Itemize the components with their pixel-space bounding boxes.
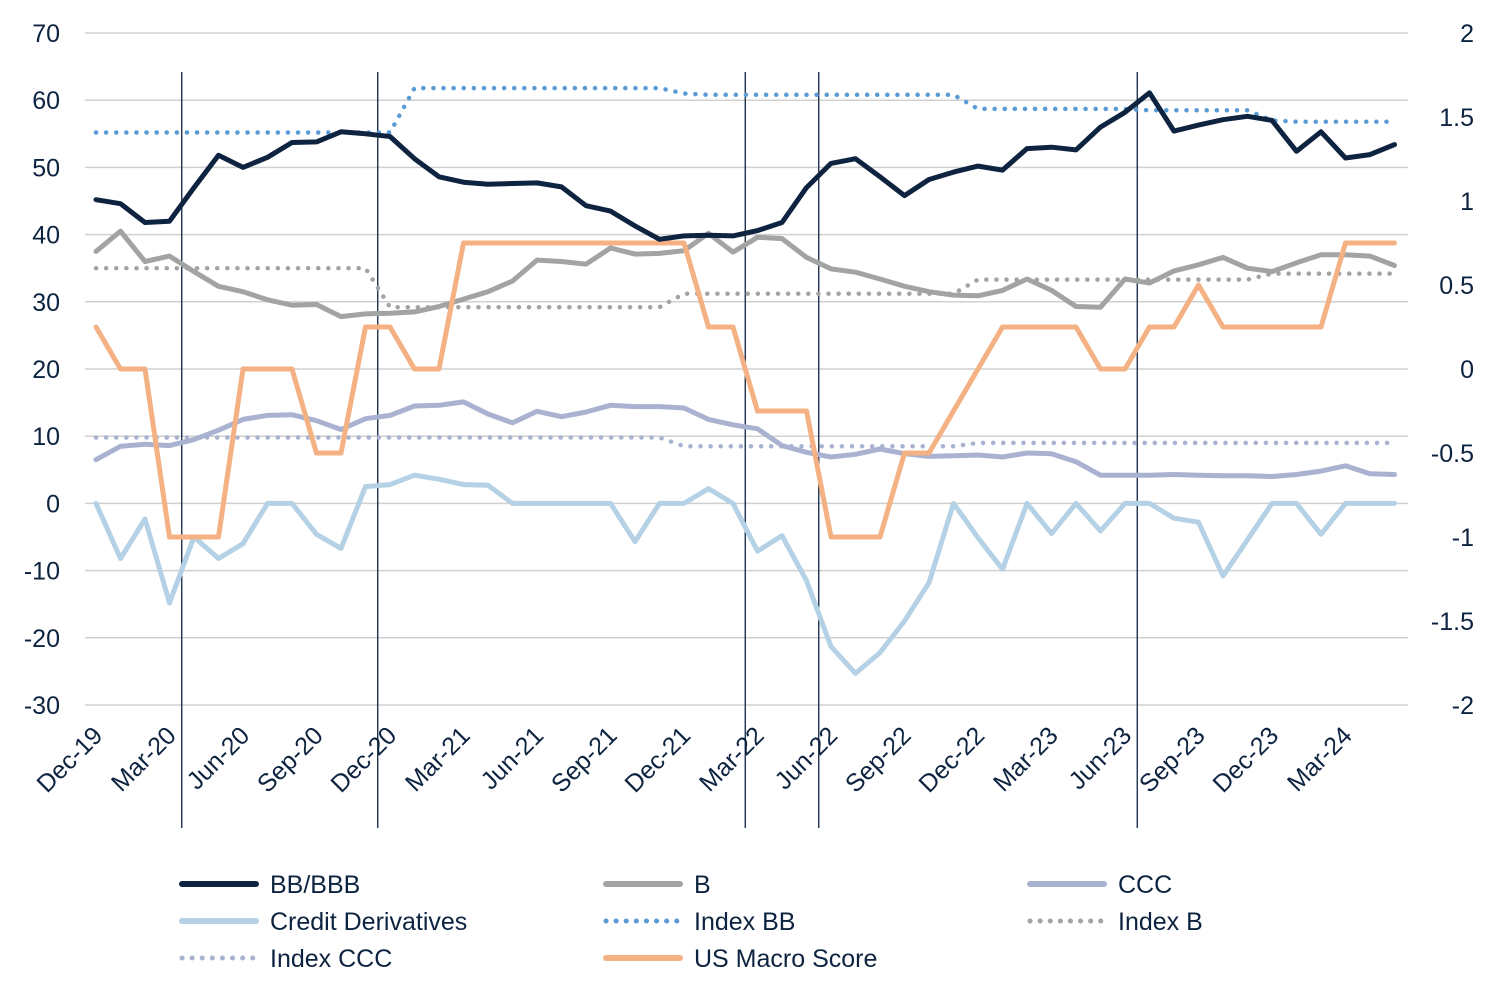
x-tick-label: Mar-20 [106,721,182,797]
x-tick-label: Dec-23 [1207,721,1284,798]
left-y-tick-label: -10 [24,558,60,586]
x-tick-label: Jun-21 [475,721,549,795]
x-tick-label: Jun-20 [181,721,255,795]
left-y-tick-label: 70 [32,20,60,48]
x-tick-label: Sep-21 [546,721,623,798]
legend-item-us-macro-score: US Macro Score [603,945,877,973]
x-tick-label: Sep-22 [840,721,917,798]
left-y-axis: 70 60 50 40 30 20 10 0 -10 -20 -30 [24,20,60,720]
legend: BB/BBB B CCC Credit Derivatives Index BB Inde… [179,871,1203,973]
series-line-index-bb [93,85,1397,135]
legend-item-bb-bbb: BB/BBB [179,871,360,899]
x-tick-label: Sep-20 [252,721,329,798]
series-line-bb-bbb [93,90,1397,242]
x-tick-label: Mar-24 [1282,721,1358,797]
x-tick-label: Mar-23 [988,721,1064,797]
legend-label: Index BB [694,908,795,936]
legend-label: BB/BBB [270,871,360,899]
legend-item-ccc: CCC [1027,871,1172,899]
x-tick-label: Mar-22 [694,721,770,797]
legend-label: Index B [1118,908,1203,936]
legend-item-index-bb: Index BB [603,908,795,936]
left-y-tick-label: 50 [32,154,60,182]
x-tick-label: Dec-21 [619,721,696,798]
right-y-tick-label: 1.5 [1439,104,1474,132]
right-y-tick-label: 1 [1460,188,1474,216]
x-tick-label: Jun-22 [769,721,843,795]
left-y-tick-label: 30 [32,289,60,317]
left-y-tick-label: 60 [32,87,60,115]
legend-label: CCC [1118,871,1172,899]
series-line-us-macro-score [93,240,1397,540]
series-lines [93,85,1397,676]
legend-label: Index CCC [270,945,392,973]
left-y-tick-label: 0 [46,490,60,518]
legend-item-credit-derivatives: Credit Derivatives [179,908,467,936]
right-y-tick-label: -1 [1452,524,1474,552]
right-y-axis: 2 1.5 1 0.5 0 -0.5 -1 -1.5 -2 [1431,20,1474,720]
right-y-tick-label: -0.5 [1431,440,1474,468]
right-y-tick-label: 2 [1460,20,1474,48]
left-y-tick-label: -30 [24,692,60,720]
legend-label: Credit Derivatives [270,908,467,936]
series-line-ccc [93,399,1397,479]
right-y-tick-label: -2 [1452,692,1474,720]
legend-item-index-ccc: Index CCC [179,945,392,973]
legend-item-index-b: Index B [1027,908,1203,936]
x-tick-label: Dec-19 [31,721,108,798]
series-line-b [93,228,1397,320]
series-line-credit-derivatives [93,472,1397,676]
right-y-tick-label: 0.5 [1439,272,1474,300]
legend-item-b: B [603,871,711,899]
vertical-markers [181,72,1138,828]
x-tick-label: Sep-23 [1134,721,1211,798]
right-y-tick-label: -1.5 [1431,608,1474,636]
right-y-tick-label: 0 [1460,356,1474,384]
legend-label: US Macro Score [694,945,877,973]
left-y-tick-label: 20 [32,356,60,384]
x-tick-label: Jun-23 [1063,721,1137,795]
x-tick-label: Dec-20 [325,721,402,798]
x-tick-label: Dec-22 [913,721,990,798]
x-tick-label: Mar-21 [400,721,476,797]
series-line-index-b [93,265,1397,310]
left-y-tick-label: -20 [24,625,60,653]
left-y-tick-label: 10 [32,423,60,451]
legend-label: B [694,871,711,899]
left-y-tick-label: 40 [32,222,60,250]
